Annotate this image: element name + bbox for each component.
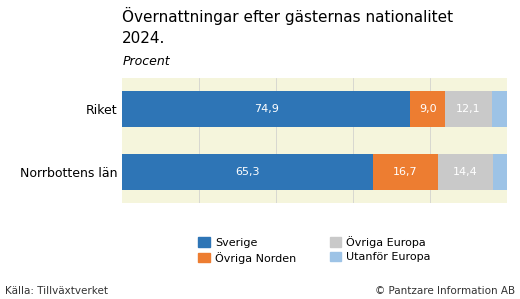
Legend: Sverige, Övriga Norden, Övriga Europa, Utanför Europa: Sverige, Övriga Norden, Övriga Europa, U… (194, 231, 435, 268)
Bar (410, 91, 445, 127)
Bar (491, 91, 507, 127)
Bar (122, 91, 410, 127)
Text: 16,7: 16,7 (393, 167, 418, 177)
Text: Procent: Procent (122, 55, 170, 68)
Text: 74,9: 74,9 (254, 104, 279, 114)
Text: 12,1: 12,1 (456, 104, 480, 114)
Text: 65,3: 65,3 (236, 167, 260, 177)
Bar (438, 154, 493, 190)
Bar (122, 154, 373, 190)
Bar (445, 91, 491, 127)
Bar (373, 154, 438, 190)
Text: 9,0: 9,0 (419, 104, 437, 114)
Bar (493, 154, 507, 190)
Text: Källa: Tillväxtverket: Källa: Tillväxtverket (5, 286, 108, 296)
Text: Övernattningar efter gästernas nationalitet: Övernattningar efter gästernas nationali… (122, 7, 453, 25)
Text: © Pantzare Information AB: © Pantzare Information AB (375, 286, 515, 296)
Text: 14,4: 14,4 (453, 167, 478, 177)
Text: 2024.: 2024. (122, 31, 165, 46)
